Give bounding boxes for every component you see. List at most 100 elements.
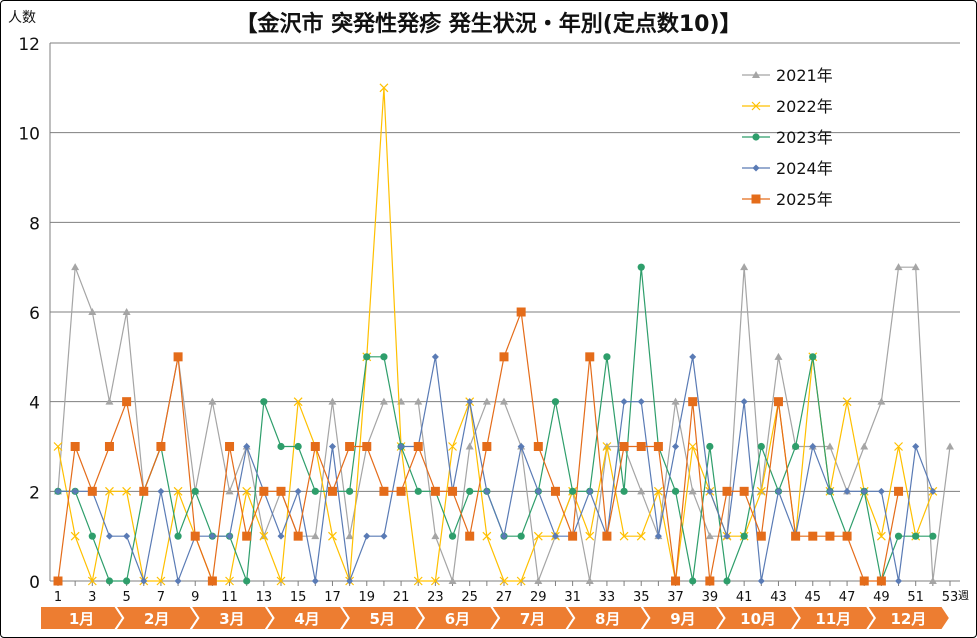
data-point: [672, 443, 680, 450]
x-tick-label: 41: [736, 590, 753, 605]
data-point: [637, 263, 645, 271]
x-tick-label: 21: [393, 590, 410, 605]
data-point: [123, 532, 131, 540]
data-point: [620, 398, 628, 406]
data-point: [105, 577, 114, 585]
data-point: [277, 442, 285, 451]
x-tick-label: 37: [667, 590, 684, 605]
x-tick-label: 15: [290, 590, 307, 605]
chart-title: 【金沢市 突発性発疹 発生状況・年別(定点数10)】: [235, 12, 742, 37]
data-point: [122, 308, 131, 315]
data-point: [414, 397, 423, 405]
data-point: [928, 577, 937, 584]
data-point: [173, 486, 183, 496]
x-tick-label: 51: [907, 590, 924, 605]
data-point: [568, 531, 578, 541]
data-point: [293, 531, 303, 541]
y-tick-label: 4: [29, 394, 40, 414]
x-tick-label: 17: [324, 590, 341, 605]
data-point: [499, 576, 509, 586]
data-point: [671, 576, 681, 586]
data-point: [602, 531, 612, 541]
data-point: [157, 487, 165, 495]
data-point: [276, 576, 286, 586]
data-point: [705, 576, 715, 586]
x-tick-label: 1: [54, 590, 62, 605]
data-point: [430, 576, 440, 586]
x-tick-label: 31: [564, 590, 581, 605]
legend-label: 2021年: [776, 66, 833, 85]
data-point: [174, 577, 182, 585]
x-tick-label: 39: [702, 590, 719, 605]
x-tick-label: 7: [157, 590, 165, 605]
data-point: [173, 352, 183, 362]
x-tick-label: 29: [530, 590, 547, 605]
data-point: [139, 486, 149, 496]
data-point: [603, 353, 611, 361]
data-point: [825, 531, 835, 541]
data-point: [208, 397, 217, 405]
data-point: [363, 353, 371, 361]
data-point: [396, 486, 406, 496]
data-point: [876, 531, 886, 541]
month-label: 5月: [370, 610, 395, 628]
data-point: [894, 442, 903, 451]
data-point: [551, 398, 560, 406]
data-point: [808, 531, 818, 541]
data-point: [88, 308, 97, 315]
data-point: [328, 443, 336, 450]
data-point: [207, 576, 217, 586]
data-point: [516, 307, 526, 317]
x-tick-label: 33: [599, 590, 616, 605]
data-point: [431, 532, 440, 540]
data-point: [431, 353, 439, 361]
data-point: [637, 487, 646, 495]
data-point: [517, 532, 525, 540]
data-point: [517, 443, 525, 450]
data-point: [105, 397, 114, 405]
data-point: [585, 352, 595, 362]
data-point: [654, 532, 662, 540]
y-tick-label: 12: [18, 35, 40, 55]
data-point: [482, 531, 492, 541]
y-tick-label: 2: [29, 483, 40, 503]
legend-label: 2024年: [776, 159, 833, 178]
data-point: [448, 442, 457, 451]
data-point: [688, 487, 697, 495]
data-point: [122, 397, 132, 407]
x-tick-label: 11: [221, 590, 238, 605]
legend-marker: [752, 71, 760, 78]
legend-label: 2023年: [776, 128, 833, 147]
x-tick-label: 23: [427, 590, 444, 605]
data-point: [842, 531, 852, 541]
month-label: 1月: [69, 610, 94, 628]
data-point: [619, 531, 629, 541]
data-point: [243, 577, 251, 585]
data-point: [226, 532, 234, 540]
data-point: [363, 532, 371, 540]
legend-label: 2025年: [776, 190, 833, 209]
legend-marker: [751, 194, 761, 204]
data-point: [586, 487, 594, 495]
y-tick-label: 6: [29, 304, 40, 324]
data-point: [448, 532, 457, 540]
data-point: [466, 487, 474, 495]
data-point: [912, 443, 920, 450]
data-point: [346, 577, 354, 585]
data-point: [311, 532, 320, 540]
data-point: [653, 486, 663, 496]
x-tick-label: 25: [461, 590, 478, 605]
data-point: [756, 531, 766, 541]
series-line-2023年: [58, 267, 933, 584]
data-point: [757, 577, 765, 585]
data-point: [294, 442, 302, 451]
data-point: [688, 442, 698, 451]
x-tick-label: 45: [804, 590, 821, 605]
data-point: [636, 442, 646, 451]
month-label: 10月: [740, 610, 776, 628]
x-tick-label: 43: [770, 590, 787, 605]
data-point: [346, 487, 354, 495]
y-tick-label: 8: [29, 214, 40, 234]
data-point: [276, 486, 286, 496]
data-point: [895, 577, 903, 585]
